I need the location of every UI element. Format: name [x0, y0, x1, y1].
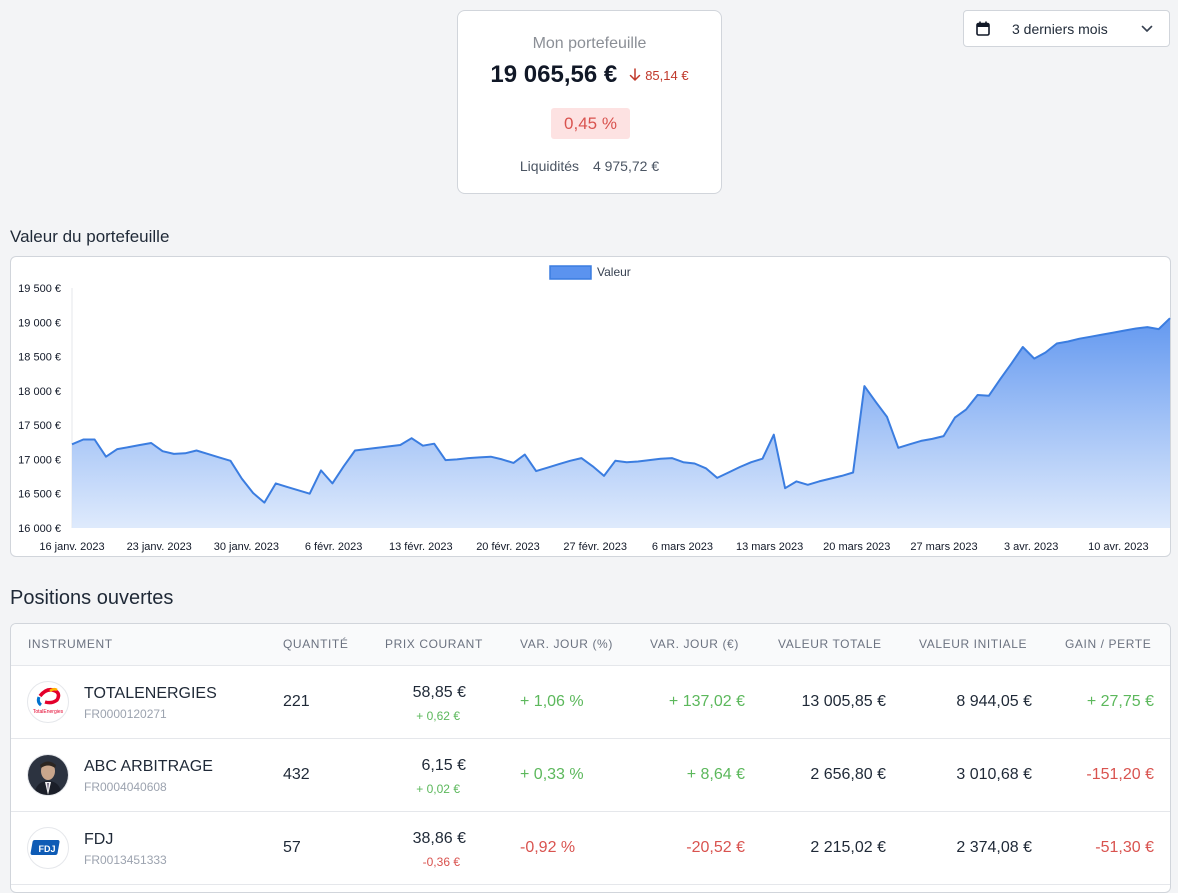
y-tick-label: 19 500 € — [18, 283, 61, 295]
price-change: -0,36 € — [422, 855, 460, 869]
summary-value-row: 19 065,56 € 85,14 € — [458, 61, 721, 89]
portfolio-total-value: 19 065,56 € — [490, 61, 618, 88]
y-tick-label: 16 000 € — [18, 523, 61, 535]
series-line — [71, 317, 1171, 504]
svg-text:TotalEnergies: TotalEnergies — [33, 709, 64, 715]
x-tick-label: 6 mars 2023 — [652, 541, 713, 553]
positions-title: Positions ouvertes — [10, 587, 174, 609]
arrow-down-icon — [629, 68, 641, 81]
price-change: + 0,02 € — [416, 782, 460, 796]
instrument-name[interactable]: FDJ — [84, 831, 114, 848]
x-tick-label: 20 mars 2023 — [823, 541, 890, 553]
table-header: INSTRUMENT QUANTITÉ PRIX COURANT VAR. JO… — [11, 624, 1170, 666]
total-value: 13 005,85 € — [801, 693, 886, 710]
chart-svg: 16 000 € 16 500 € 17 000 € 17 500 € 18 000 €… — [18, 265, 1171, 553]
price-change: + 0,62 € — [416, 709, 460, 723]
column-header-price[interactable]: PRIX COURANT — [385, 637, 483, 651]
day-variation-pct: + 1,06 % — [520, 693, 584, 710]
instrument-isin: FR0004040608 — [84, 780, 167, 794]
day-variation-eur: -20,52 € — [686, 839, 745, 856]
quantity: 221 — [283, 693, 310, 710]
x-tick-label: 13 févr. 2023 — [389, 541, 453, 553]
initial-value: 3 010,68 € — [956, 766, 1032, 783]
liquidity-value: 4 975,72 € — [592, 158, 660, 174]
y-tick-label: 16 500 € — [18, 489, 61, 501]
instrument-name[interactable]: ABC ARBITRAGE — [84, 758, 213, 775]
initial-value: 8 944,05 € — [956, 693, 1032, 710]
day-variation-pct: + 0,33 % — [520, 766, 584, 783]
y-tick-label: 19 000 € — [18, 317, 61, 329]
column-header-day-pct[interactable]: VAR. JOUR (%) — [520, 637, 613, 651]
day-variation-eur: + 137,02 € — [668, 693, 745, 710]
column-header-day-eur[interactable]: VAR. JOUR (€) — [650, 637, 739, 651]
portfolio-summary-card: Mon portefeuille 19 065,56 € 85,14 € 0,4… — [457, 10, 722, 194]
x-tick-label: 27 mars 2023 — [910, 541, 977, 553]
x-tick-label: 23 janv. 2023 — [127, 541, 192, 553]
x-tick-label: 16 janv. 2023 — [39, 541, 104, 553]
instrument-isin: FR0000120271 — [84, 707, 167, 721]
instrument-name[interactable]: TOTALENERGIES — [84, 685, 217, 702]
column-header-total-value[interactable]: VALEUR TOTALE — [778, 637, 882, 651]
fdj-logo: FDJ — [27, 827, 69, 869]
column-header-quantity[interactable]: QUANTITÉ — [283, 637, 349, 651]
y-tick-label: 17 000 € — [18, 454, 61, 466]
liquidity-label: Liquidités — [519, 158, 580, 174]
total-value: 2 656,80 € — [810, 766, 886, 783]
gain-loss: + 27,75 € — [1086, 693, 1154, 710]
portfolio-percent-badge: 0,45 % — [551, 108, 630, 139]
column-header-gain[interactable]: GAIN / PERTE — [1065, 637, 1152, 651]
column-header-initial-value[interactable]: VALEUR INITIALE — [919, 637, 1028, 651]
column-header-instrument[interactable]: INSTRUMENT — [28, 637, 113, 651]
period-select-value: 3 derniers mois — [1012, 21, 1108, 37]
chevron-down-icon — [1141, 25, 1153, 32]
x-tick-label: 13 mars 2023 — [736, 541, 803, 553]
table-row[interactable]: TotalEnergies TOTALENERGIES FR0000120271… — [11, 665, 1170, 739]
totalenergies-logo: TotalEnergies — [27, 681, 69, 723]
x-tick-label: 30 janv. 2023 — [214, 541, 279, 553]
y-tick-label: 17 500 € — [18, 420, 61, 432]
day-variation-pct: -0,92 % — [520, 839, 576, 856]
period-select[interactable]: 3 derniers mois — [963, 10, 1170, 47]
current-price: 6,15 € — [421, 757, 466, 774]
legend-swatch — [549, 265, 592, 280]
x-tick-label: 6 févr. 2023 — [305, 541, 363, 553]
liquidity-row: Liquidités 4 975,72 € — [458, 158, 721, 174]
total-value: 2 215,02 € — [810, 839, 886, 856]
current-price: 58,85 € — [412, 684, 466, 701]
quantity: 432 — [283, 766, 310, 783]
quantity: 57 — [283, 839, 301, 856]
table-row[interactable]: ABC ARBITRAGE FR0004040608 432 6,15 € + … — [11, 738, 1170, 812]
chart-section-title: Valeur du portefeuille — [10, 227, 170, 246]
y-tick-label: 18 000 € — [18, 386, 61, 398]
y-tick-label: 18 500 € — [18, 352, 61, 364]
portfolio-delta: 85,14 € — [629, 67, 689, 83]
positions-table: INSTRUMENT QUANTITÉ PRIX COURANT VAR. JO… — [10, 623, 1171, 893]
legend-label: Valeur — [597, 265, 631, 279]
day-variation-eur: + 8,64 € — [686, 766, 745, 783]
summary-title: Mon portefeuille — [532, 35, 647, 52]
initial-value: 2 374,08 € — [956, 839, 1032, 856]
portfolio-delta-value: 85,14 € — [645, 67, 689, 83]
calendar-icon — [976, 21, 990, 36]
portfolio-value-chart: 16 000 € 16 500 € 17 000 € 17 500 € 18 000 €… — [10, 256, 1171, 557]
gain-loss: -151,20 € — [1086, 766, 1154, 783]
instrument-isin: FR0013451333 — [84, 853, 167, 867]
current-price: 38,86 € — [412, 830, 466, 847]
table-row[interactable]: FDJ FDJ FR0013451333 57 38,86 € -0,36 € … — [11, 811, 1170, 885]
abc-arbitrage-logo — [27, 754, 69, 796]
x-tick-label: 27 févr. 2023 — [563, 541, 627, 553]
x-tick-label: 20 févr. 2023 — [476, 541, 540, 553]
x-tick-label: 3 avr. 2023 — [1004, 541, 1058, 553]
series-area — [72, 318, 1170, 528]
svg-text:FDJ: FDJ — [38, 844, 55, 854]
gain-loss: -51,30 € — [1095, 839, 1154, 856]
x-tick-label: 10 avr. 2023 — [1088, 541, 1149, 553]
